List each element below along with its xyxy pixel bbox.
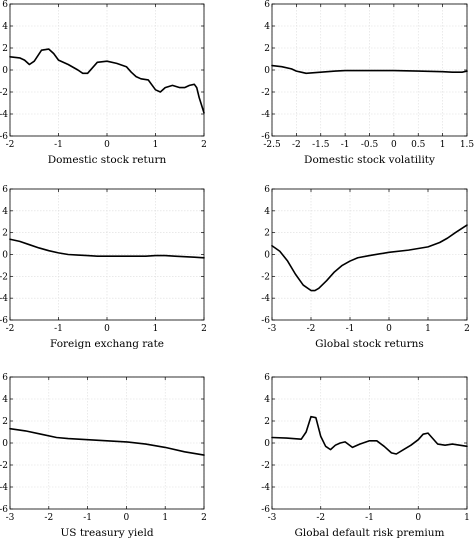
x-tick-label: -2 xyxy=(6,324,15,334)
series-line xyxy=(9,238,205,259)
y-tick-label: 2 xyxy=(264,44,270,54)
x-tick-label: 1 xyxy=(162,513,168,523)
y-tick-label: -6 xyxy=(0,132,8,142)
y-tick-label: -2 xyxy=(261,461,270,471)
y-tick-label: -6 xyxy=(261,316,270,326)
x-tick-label: 1 xyxy=(425,324,431,334)
y-tick-label: 6 xyxy=(2,185,8,195)
chart-panel-1: -2 -1 0 1 2 6 4 2 0 -2 -4 -6 Domestic stock return xyxy=(0,0,207,166)
x-tick-label: -2 xyxy=(307,324,316,334)
chart-panel-2: -2.5 -2 -1.5 -1 -0.5 0 0.5 1 1.5 6 4 2 0 -2 -4 -6 Domest… xyxy=(261,0,474,166)
y-tick-label: 0 xyxy=(2,66,8,76)
x-tick-label: -1 xyxy=(341,140,350,150)
y-tick-label: 0 xyxy=(264,66,270,76)
x-axis-label: Foreign exchang rate xyxy=(50,338,164,350)
y-tick-label: 0 xyxy=(2,251,8,261)
x-tick-label: -2 xyxy=(292,140,301,150)
y-tick-label: 4 xyxy=(2,395,8,405)
x-tick-label: 0 xyxy=(104,324,110,334)
x-tick-label: 0.5 xyxy=(411,140,426,150)
y-tick-label: 6 xyxy=(2,0,8,10)
x-axis-label: Domestic stock return xyxy=(48,154,167,166)
x-tick-label: 1.5 xyxy=(460,140,474,150)
y-tick-label: -4 xyxy=(261,294,270,304)
x-tick-label: 1 xyxy=(464,513,470,523)
y-tick-label: -4 xyxy=(0,483,8,493)
x-tick-label: 0 xyxy=(104,140,110,150)
y-tick-label: -4 xyxy=(261,110,270,120)
y-tick-label: -4 xyxy=(0,110,8,120)
y-tick-label: 6 xyxy=(264,373,270,383)
y-tick-label: 4 xyxy=(264,207,270,217)
y-tick-label: 2 xyxy=(264,229,270,239)
y-tick-label: 2 xyxy=(264,417,270,427)
y-tick-label: 0 xyxy=(2,439,8,449)
x-tick-label: 2 xyxy=(464,324,470,334)
x-tick-label: -1 xyxy=(346,324,355,334)
y-tick-label: 4 xyxy=(264,395,270,405)
y-tick-label: -6 xyxy=(261,132,270,142)
y-tick-label: -6 xyxy=(0,316,8,326)
x-tick-label: -2 xyxy=(316,513,325,523)
y-tick-label: 2 xyxy=(2,229,8,239)
x-tick-label: -3 xyxy=(6,513,15,523)
x-axis-label: US treasury yield xyxy=(60,527,153,539)
chart-panel-5: -3 -2 -1 0 1 2 6 4 2 0 -2 -4 -6 US treasury yield xyxy=(0,373,207,539)
y-tick-label: -4 xyxy=(0,294,8,304)
x-tick-label: 2 xyxy=(201,140,207,150)
x-tick-label: -3 xyxy=(268,513,277,523)
y-tick-label: -2 xyxy=(0,88,8,98)
y-tick-label: 6 xyxy=(2,373,8,383)
x-tick-label: 2 xyxy=(201,324,207,334)
y-tick-label: 4 xyxy=(2,207,8,217)
y-tick-label: -2 xyxy=(0,272,8,282)
y-tick-label: 6 xyxy=(264,185,270,195)
x-tick-label: 1 xyxy=(153,324,159,334)
chart-panel-4: -3 -2 -1 0 1 2 6 4 2 0 -2 -4 -6 Global stock returns xyxy=(261,185,470,350)
x-tick-label: -1 xyxy=(54,140,63,150)
y-tick-label: -2 xyxy=(261,272,270,282)
x-tick-label: -2.5 xyxy=(263,140,281,150)
series-line xyxy=(271,415,468,455)
x-tick-label: 1 xyxy=(440,140,446,150)
series-line xyxy=(9,427,205,456)
x-tick-label: -2 xyxy=(6,140,15,150)
x-tick-label: 0 xyxy=(124,513,130,523)
chart-panel-3: -2 -1 0 1 2 6 4 2 0 -2 -4 -6 Foreign exchang rate xyxy=(0,185,207,350)
y-tick-label: -2 xyxy=(261,88,270,98)
x-axis-label: Global stock returns xyxy=(315,338,424,350)
x-tick-label: 0 xyxy=(415,513,421,523)
y-tick-label: 2 xyxy=(2,417,8,427)
series-line xyxy=(9,48,205,114)
y-tick-label: 4 xyxy=(264,22,270,32)
x-tick-label: -1.5 xyxy=(312,140,330,150)
series-line xyxy=(271,64,468,75)
y-tick-label: -6 xyxy=(261,505,270,515)
x-tick-label: -3 xyxy=(268,324,277,334)
y-tick-label: 0 xyxy=(264,251,270,261)
y-tick-label: -6 xyxy=(0,505,8,515)
y-tick-label: 2 xyxy=(2,44,8,54)
x-tick-label: 1 xyxy=(153,140,159,150)
y-tick-label: 4 xyxy=(2,22,8,32)
x-tick-label: 2 xyxy=(201,513,207,523)
y-tick-label: 0 xyxy=(264,439,270,449)
y-tick-label: -4 xyxy=(261,483,270,493)
x-tick-label: -2 xyxy=(44,513,53,523)
x-axis-label: Domestic stock volatility xyxy=(304,154,435,166)
x-tick-label: 0 xyxy=(386,324,392,334)
x-tick-label: -1 xyxy=(54,324,63,334)
x-tick-label: 0 xyxy=(391,140,397,150)
chart-panel-6: -3 -2 -1 0 1 6 4 2 0 -2 -4 -6 Global default risk pr… xyxy=(261,373,470,539)
x-tick-label: -1 xyxy=(365,513,374,523)
y-tick-label: 6 xyxy=(264,0,270,10)
x-tick-label: -0.5 xyxy=(361,140,379,150)
x-tick-label: -1 xyxy=(83,513,92,523)
y-tick-label: -2 xyxy=(0,461,8,471)
x-axis-label: Global default risk premium xyxy=(295,527,445,539)
series-line xyxy=(271,224,468,292)
